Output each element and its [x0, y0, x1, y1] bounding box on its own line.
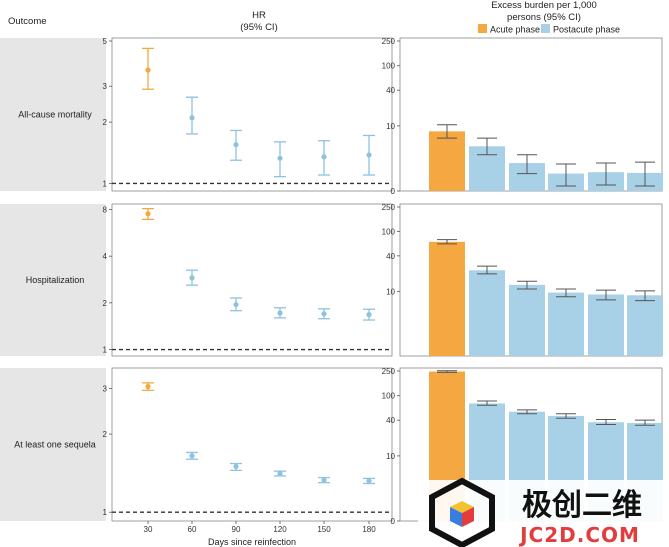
burden-header: Excess burden per 1,000 persons (95% CI) [454, 0, 634, 24]
y-tick-label: 0 [391, 517, 396, 526]
y-tick-label: 100 [382, 228, 396, 237]
bar-120 [548, 292, 584, 356]
y-tick-label: 1 [103, 508, 108, 517]
watermark-logo-icon [429, 477, 495, 547]
y-tick-label: 5 [103, 37, 108, 46]
burden-panel-1: 10 40 100 250 [382, 203, 663, 357]
hr-point-90 [233, 301, 239, 308]
hr-point-180 [366, 152, 372, 158]
bar-30 [429, 241, 465, 356]
hr-panel-2: 1 2 3 [103, 367, 393, 522]
x-tick-label-150: 150 [317, 525, 331, 534]
bar-60 [469, 270, 505, 356]
y-tick-label: 250 [382, 367, 396, 376]
hr-title: HR [252, 10, 266, 21]
watermark-text-en: JC2D.COM [518, 523, 640, 547]
y-tick-label: 3 [103, 384, 108, 393]
x-tick-label-60: 60 [188, 525, 197, 534]
hr-point-150 [321, 477, 327, 483]
bar-30 [429, 131, 465, 191]
x-axis-label: Days since reinfection [208, 537, 296, 547]
y-tick-label: 40 [386, 86, 395, 95]
hr-panel-1: 1 2 4 8 [103, 203, 393, 357]
hr-point-30 [145, 67, 151, 73]
y-tick-label: 1 [103, 346, 108, 355]
panel-frame [111, 203, 393, 357]
hr-point-180 [366, 478, 372, 484]
hr-point-60 [189, 115, 195, 121]
bar-90 [509, 284, 545, 356]
bar-180 [627, 295, 663, 356]
hr-point-90 [233, 142, 239, 148]
x-axis: 30 60 90 120 150 180 Days since reinfection [144, 521, 376, 547]
outcome-panel-2 [0, 368, 106, 521]
y-tick-label: 40 [386, 416, 395, 425]
hr-point-30 [145, 383, 151, 390]
y-tick-label: 4 [103, 252, 108, 261]
hr-panel-0: 1 2 3 5 [103, 37, 393, 192]
x-tick-label-180: 180 [362, 525, 376, 534]
hr-point-120 [277, 155, 283, 161]
watermark-text-cn: 极创二维 [522, 488, 642, 523]
y-tick-label: 40 [386, 252, 395, 261]
hr-point-120 [277, 310, 283, 316]
y-tick-label: 100 [382, 62, 396, 71]
y-tick-label: 250 [382, 203, 396, 212]
burden-subtitle: persons (95% CI) [507, 12, 581, 23]
x-tick-label-30: 30 [144, 525, 153, 534]
hr-subtitle: (95% CI) [240, 22, 278, 33]
hr-point-150 [321, 311, 327, 317]
y-tick-label: 8 [103, 205, 108, 214]
y-tick-label: 100 [382, 392, 396, 401]
hr-point-180 [366, 312, 372, 318]
legend: Acute phase Postacute phase [478, 24, 620, 35]
y-tick-label: 1 [103, 179, 108, 188]
outcome-header: Outcome [8, 16, 47, 27]
panel-frame [111, 37, 393, 192]
outcome-panel-1 [0, 204, 106, 356]
outcome-label-1: Hospitalization [26, 275, 85, 285]
hr-point-30 [145, 211, 151, 217]
hr-point-60 [189, 275, 195, 281]
burden-title: Excess burden per 1,000 [491, 0, 597, 11]
x-tick-label-90: 90 [232, 525, 241, 534]
outcome-panel-0 [0, 38, 106, 191]
legend-swatch-0 [478, 24, 487, 33]
logo-cube-right [462, 507, 474, 527]
y-tick-label: 2 [103, 299, 108, 308]
legend-label-0: Acute phase [490, 25, 540, 35]
x-tick-label-120: 120 [273, 525, 287, 534]
y-tick-label: 3 [103, 82, 108, 91]
logo-cube-left [450, 507, 462, 527]
burden-panel-0: 0 10 40 100 250 [382, 37, 663, 196]
outcome-label-2: At least one sequela [14, 440, 96, 450]
outcome-rows: All-cause mortality Hospitalization At lea… [0, 38, 106, 521]
hr-point-150 [321, 154, 327, 160]
bar-150 [588, 294, 624, 356]
legend-swatch-1 [541, 24, 550, 33]
y-tick-label: 250 [382, 37, 396, 46]
panel-frame [111, 367, 393, 522]
hr-point-120 [277, 470, 283, 477]
legend-label-1: Postacute phase [553, 25, 620, 35]
y-tick-label: 2 [103, 118, 108, 127]
chart-panels: 1 2 3 5 0 10 40 100 250 1 2 4 8 10 40 100 250 1 2 3 0 10 40 100… [103, 37, 663, 526]
y-tick-label: 10 [386, 122, 395, 131]
y-tick-label: 10 [386, 287, 395, 296]
hr-header: HR (95% CI) [200, 10, 318, 34]
y-tick-label: 10 [386, 452, 395, 461]
y-tick-label: 2 [103, 430, 108, 439]
hr-point-60 [189, 453, 195, 459]
logo-hexagon [429, 477, 495, 547]
hr-point-90 [233, 463, 239, 470]
outcome-label-0: All-cause mortality [18, 110, 92, 120]
y-tick-label: 0 [391, 187, 396, 196]
